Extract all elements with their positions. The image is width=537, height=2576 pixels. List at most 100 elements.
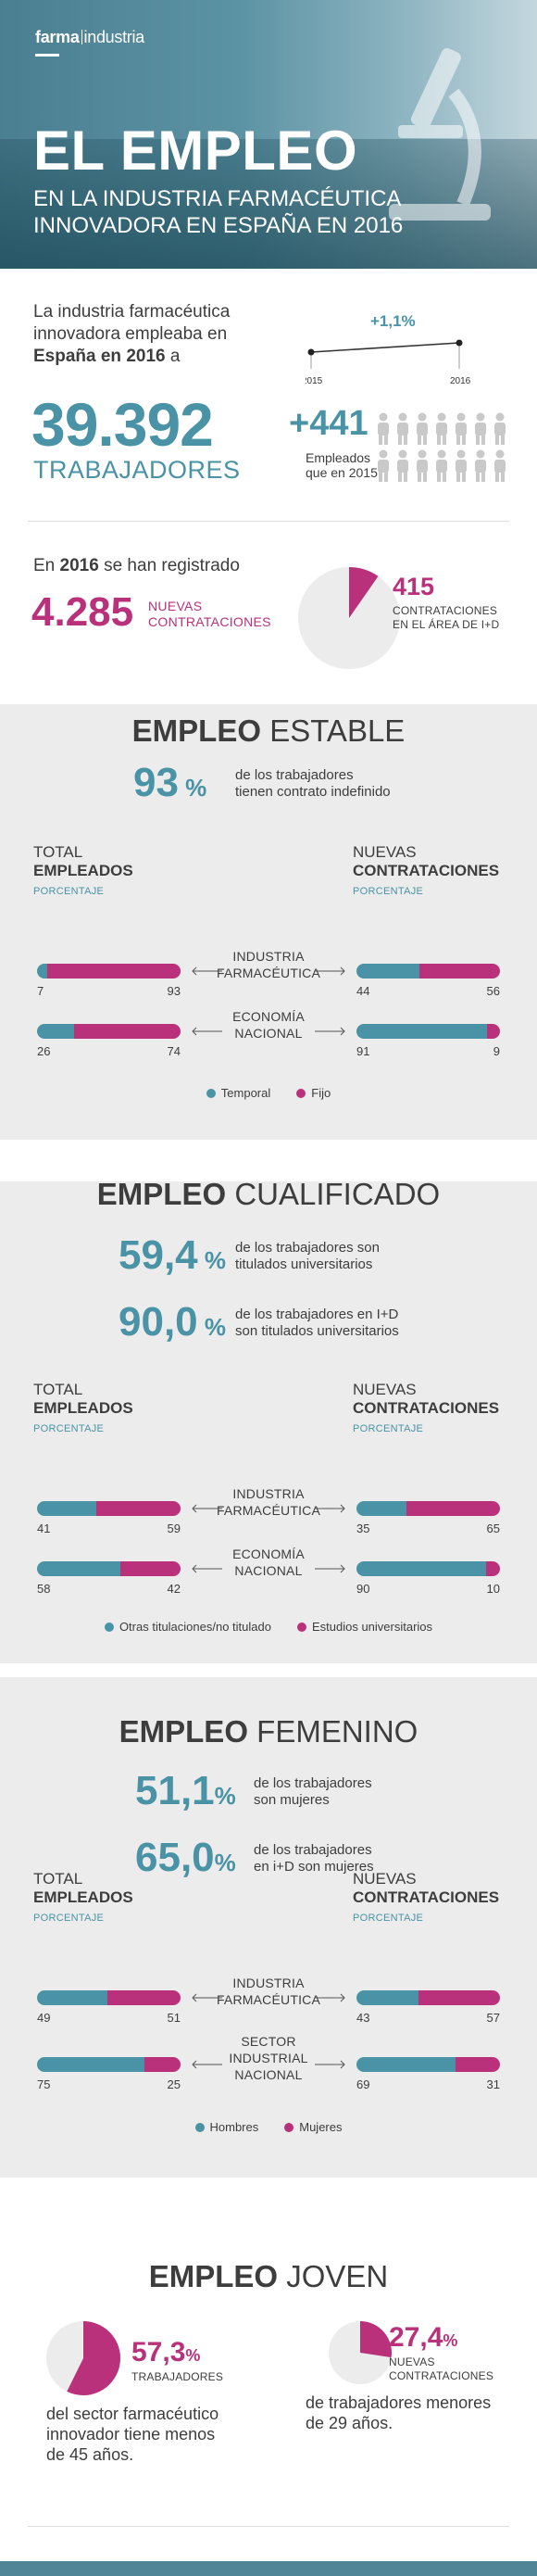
joven-stat2-desc: de trabajadores menores de 29 años. [306,2393,492,2432]
section-title-joven: EMPLEO JOVEN [148,2259,389,2293]
bar-segment-a [37,1990,107,2005]
row-label: ECONOMÍA NACIONAL [194,1008,343,1042]
hiring-number: 4.285 [31,589,134,635]
rd-pie-slice [349,567,379,618]
joven-stat2-label: NUEVAS CONTRATACIONES [389,2355,494,2382]
bar-segment-b [144,2057,181,2072]
col-header-nuevas-contrataciones: NUEVAS CONTRATACIONES PORCENTAJE [353,843,499,901]
bar-left [37,1024,181,1039]
bar-segment-b [486,1561,500,1576]
joven-pie-hires [329,2321,392,2384]
row-label-line: SECTOR [241,2034,296,2049]
bar-value-b: 59 [167,1522,181,1535]
legend-item-a: Hombres [194,2120,258,2134]
joven-stat1-desc: del sector farmacéutico innovador tiene … [46,2405,219,2464]
chart-legend: Temporal Fijo [0,1086,537,1100]
col-header-line1: TOTAL [33,843,83,861]
legend-dot-magenta [296,1623,306,1632]
trend-change: +1,1% [370,312,416,330]
arrow-left-icon [192,1993,222,2002]
bar-segment-a [356,2057,456,2072]
col-header-line1: NUEVAS [353,1870,417,1888]
arrow-left-icon [192,2060,222,2069]
person-icon [494,449,506,482]
arrow-right-icon [315,1027,345,1036]
bar-segment-b [96,1501,181,1516]
joven-stat2-number: 27,4% [389,2322,458,2353]
bar-value-b: 10 [486,1582,500,1596]
col-header-line1: NUEVAS [353,1381,417,1398]
bar-segment-b [419,964,500,979]
rd-number: 415 [393,573,435,600]
row-label-line: INDUSTRIA [232,1976,305,1990]
arrow-left-icon [192,1564,222,1573]
person-icon [475,412,486,445]
legend-label-b: Mujeres [299,2120,343,2134]
hiring-intro: En 2016 se han registrado [33,556,240,575]
bar-value-a: 41 [37,1522,51,1535]
person-icon [378,412,389,445]
arrow-right-icon [315,1564,345,1573]
col-header-line2: EMPLEADOS [33,1888,133,1906]
legend-dot-teal [206,1089,216,1098]
person-icon [397,412,408,445]
hiring-label: NUEVAS CONTRATACIONES [148,599,271,629]
bar-left [37,1501,181,1516]
workers-label: TRABAJADORES [33,456,241,484]
person-icon [436,449,447,482]
person-icon [494,412,506,445]
person-icon [436,412,447,445]
bar-value-b: 51 [167,2011,181,2025]
bar-segment-b [74,1024,181,1039]
person-icon [417,412,428,445]
section-title-cualificado: EMPLEO CUALIFICADO [96,1177,441,1211]
page-title: EL EMPLEO [33,120,358,182]
arrow-left-icon [192,1027,222,1036]
bar-segment-a [37,1501,96,1516]
bar-value-b: 74 [167,1044,181,1058]
legend-label-a: Otras titulaciones/no titulado [119,1620,271,1634]
increase-number: +441 [289,404,368,443]
row-label-line: NACIONAL [234,2067,303,2082]
bar-segment-a [356,1561,486,1576]
arrow-right-icon [315,1993,345,2002]
bar-segment-a [37,964,47,979]
col-header-line1: NUEVAS [353,843,417,861]
col-header-total-empleados: TOTAL EMPLEADOS PORCENTAJE [33,1870,133,1927]
legend-dot-magenta [296,1089,306,1098]
section-femenino [0,1677,537,2178]
row-label: INDUSTRIA FARMACÉUTICA [194,1975,343,2008]
section-title-estable: EMPLEO ESTABLE [131,713,406,748]
bar-segment-b [418,1990,500,2005]
bar-segment-b [107,1990,181,2005]
section-title-femenino: EMPLEO FEMENINO [119,1714,418,1749]
legend-item-a: Otras titulaciones/no titulado [104,1620,271,1634]
arrow-right-icon [315,1504,345,1513]
section-estable [0,704,537,1140]
bar-segment-a [356,964,419,979]
logo-underline [35,54,59,57]
row-label-line: FARMACÉUTICA [216,966,321,980]
person-icon [378,449,389,482]
legend-dot-teal [104,1623,114,1632]
bar-value-b: 9 [493,1044,500,1058]
row-label-line: ECONOMÍA [232,1009,305,1024]
col-header-line2: EMPLEADOS [33,1399,133,1417]
legend-item-b: Fijo [296,1086,331,1100]
bar-value-a: 91 [356,1044,370,1058]
legend-label-b: Estudios universitarios [311,1620,433,1634]
col-header-line1: TOTAL [33,1381,83,1398]
bar-segment-b [456,2057,500,2072]
bar-right [356,1561,500,1576]
col-header-line2: CONTRATACIONES [353,1888,500,1906]
bar-segment-a [356,1024,487,1039]
arrow-left-icon [192,966,222,976]
bar-value-a: 7 [37,984,44,998]
people-icons [378,412,506,482]
rd-pie-chart [298,567,400,669]
legend-label-a: Temporal [220,1086,271,1100]
row-label-line: INDUSTRIAL [229,2051,308,2065]
col-header-sub: PORCENTAJE [353,1913,424,1924]
microscope-icon [389,47,491,221]
row-label-line: FARMACÉUTICA [216,1503,321,1518]
